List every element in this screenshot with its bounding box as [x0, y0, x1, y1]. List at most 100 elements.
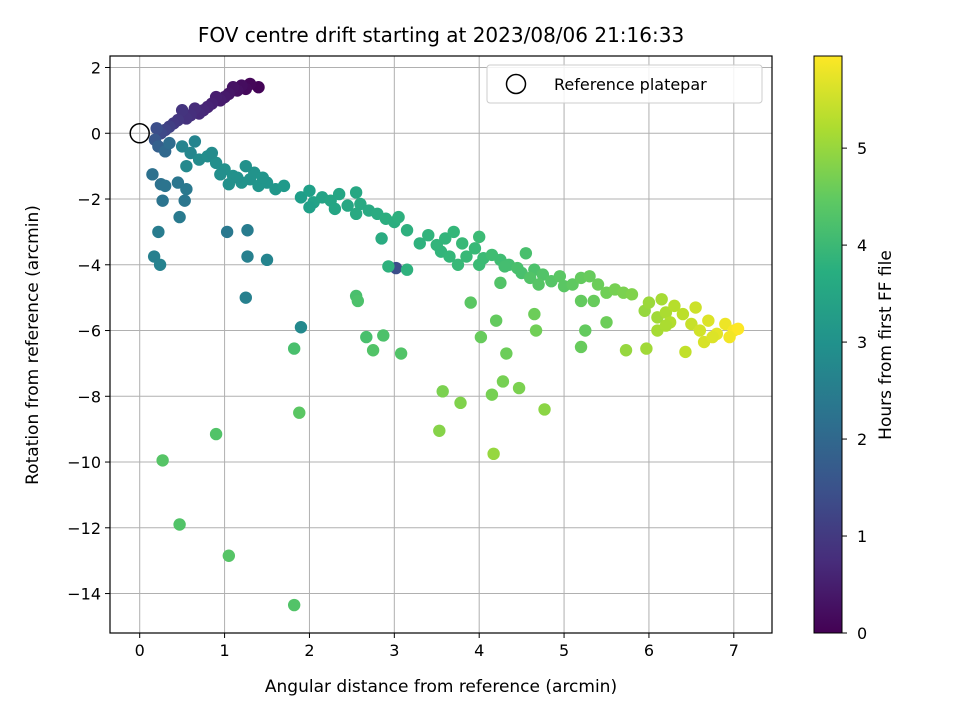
data-point	[719, 317, 732, 331]
data-point	[287, 342, 301, 355]
data-point	[392, 210, 405, 224]
data-point	[498, 260, 511, 273]
data-point	[723, 330, 736, 344]
data-point	[659, 319, 673, 332]
data-point	[468, 242, 482, 255]
data-point	[528, 307, 541, 321]
data-point	[294, 321, 308, 334]
data-point	[178, 194, 191, 207]
y-axis-ticks: 2 0 −2 −4 −6 −8 −10 −12 −14	[67, 59, 110, 604]
data-point	[485, 388, 499, 401]
y-tick-label: 2	[91, 59, 101, 78]
data-point	[600, 316, 613, 329]
data-point	[241, 224, 254, 237]
data-point	[146, 168, 159, 181]
data-point	[464, 296, 477, 309]
data-point	[574, 294, 588, 308]
x-tick-label: 3	[389, 641, 399, 660]
data-point	[433, 424, 446, 438]
data-point	[152, 225, 165, 239]
data-point	[220, 225, 234, 239]
data-point	[591, 278, 605, 291]
data-point	[377, 329, 390, 342]
data-point	[494, 276, 507, 290]
data-point	[679, 345, 692, 359]
data-point	[685, 317, 698, 331]
x-tick-label: 1	[219, 641, 229, 660]
data-point	[260, 253, 274, 267]
data-point	[209, 427, 223, 441]
colorbar-tick-label: 0	[857, 624, 867, 643]
legend-box	[486, 64, 763, 104]
data-point	[332, 187, 346, 201]
data-points	[146, 77, 745, 612]
x-tick-label: 4	[474, 641, 484, 660]
data-point	[642, 296, 656, 309]
data-point	[175, 140, 189, 153]
colorbar-tick-label: 3	[857, 333, 867, 352]
y-tick-label: −14	[67, 585, 101, 604]
data-point	[413, 237, 426, 250]
colorbar-tick-label: 2	[857, 430, 867, 449]
y-tick-label: −2	[77, 190, 101, 209]
data-point	[512, 381, 526, 395]
grid-lines	[110, 56, 772, 633]
data-point	[222, 178, 236, 191]
data-point	[231, 171, 244, 184]
data-point	[583, 270, 596, 283]
x-tick-label: 6	[644, 641, 654, 660]
data-point	[619, 344, 633, 357]
data-point	[171, 176, 185, 189]
y-tick-label: −12	[67, 519, 101, 538]
data-point	[375, 232, 388, 245]
data-point	[472, 258, 486, 271]
data-point	[341, 199, 354, 212]
data-point	[536, 268, 550, 281]
legend: Reference platepar	[486, 64, 763, 104]
data-point	[439, 232, 452, 245]
data-point	[303, 184, 316, 197]
data-point	[553, 270, 567, 283]
data-point	[394, 347, 408, 360]
data-point	[579, 324, 592, 337]
data-point	[443, 250, 456, 263]
data-point	[354, 197, 367, 211]
data-point	[689, 301, 702, 314]
data-point	[184, 146, 197, 160]
colorbar-ticks: 0 1 2 3 4 5	[842, 139, 867, 643]
data-point	[209, 156, 223, 170]
data-point	[205, 146, 219, 160]
data-point	[566, 278, 579, 291]
plot-frame	[109, 55, 773, 634]
data-point	[256, 171, 269, 184]
data-point	[180, 159, 193, 173]
data-point	[702, 314, 715, 327]
data-point	[287, 598, 301, 612]
data-point	[447, 225, 460, 239]
x-tick-label: 7	[729, 641, 739, 660]
colorbar: 0 1 2 3 4 5 Hours from first FF file	[813, 55, 896, 643]
data-point	[241, 250, 254, 263]
legend-entry-reference: Reference platepar	[554, 75, 707, 94]
data-point	[625, 288, 639, 301]
data-point	[360, 330, 373, 344]
data-point	[538, 403, 551, 416]
legend-marker-circle	[505, 73, 527, 95]
data-point	[328, 202, 342, 216]
colorbar-tick-label: 5	[857, 139, 867, 158]
data-point	[293, 406, 306, 419]
data-point	[188, 135, 202, 148]
data-point	[460, 250, 473, 263]
data-point	[366, 344, 380, 357]
y-tick-label: −6	[77, 322, 101, 341]
data-point	[474, 330, 488, 344]
data-point	[640, 342, 653, 355]
x-tick-label: 0	[135, 641, 145, 660]
data-point	[173, 210, 186, 224]
data-point	[676, 307, 690, 321]
colorbar-tick-label: 4	[857, 236, 867, 255]
data-point	[400, 224, 414, 237]
data-point	[222, 549, 236, 562]
data-point	[349, 186, 363, 199]
